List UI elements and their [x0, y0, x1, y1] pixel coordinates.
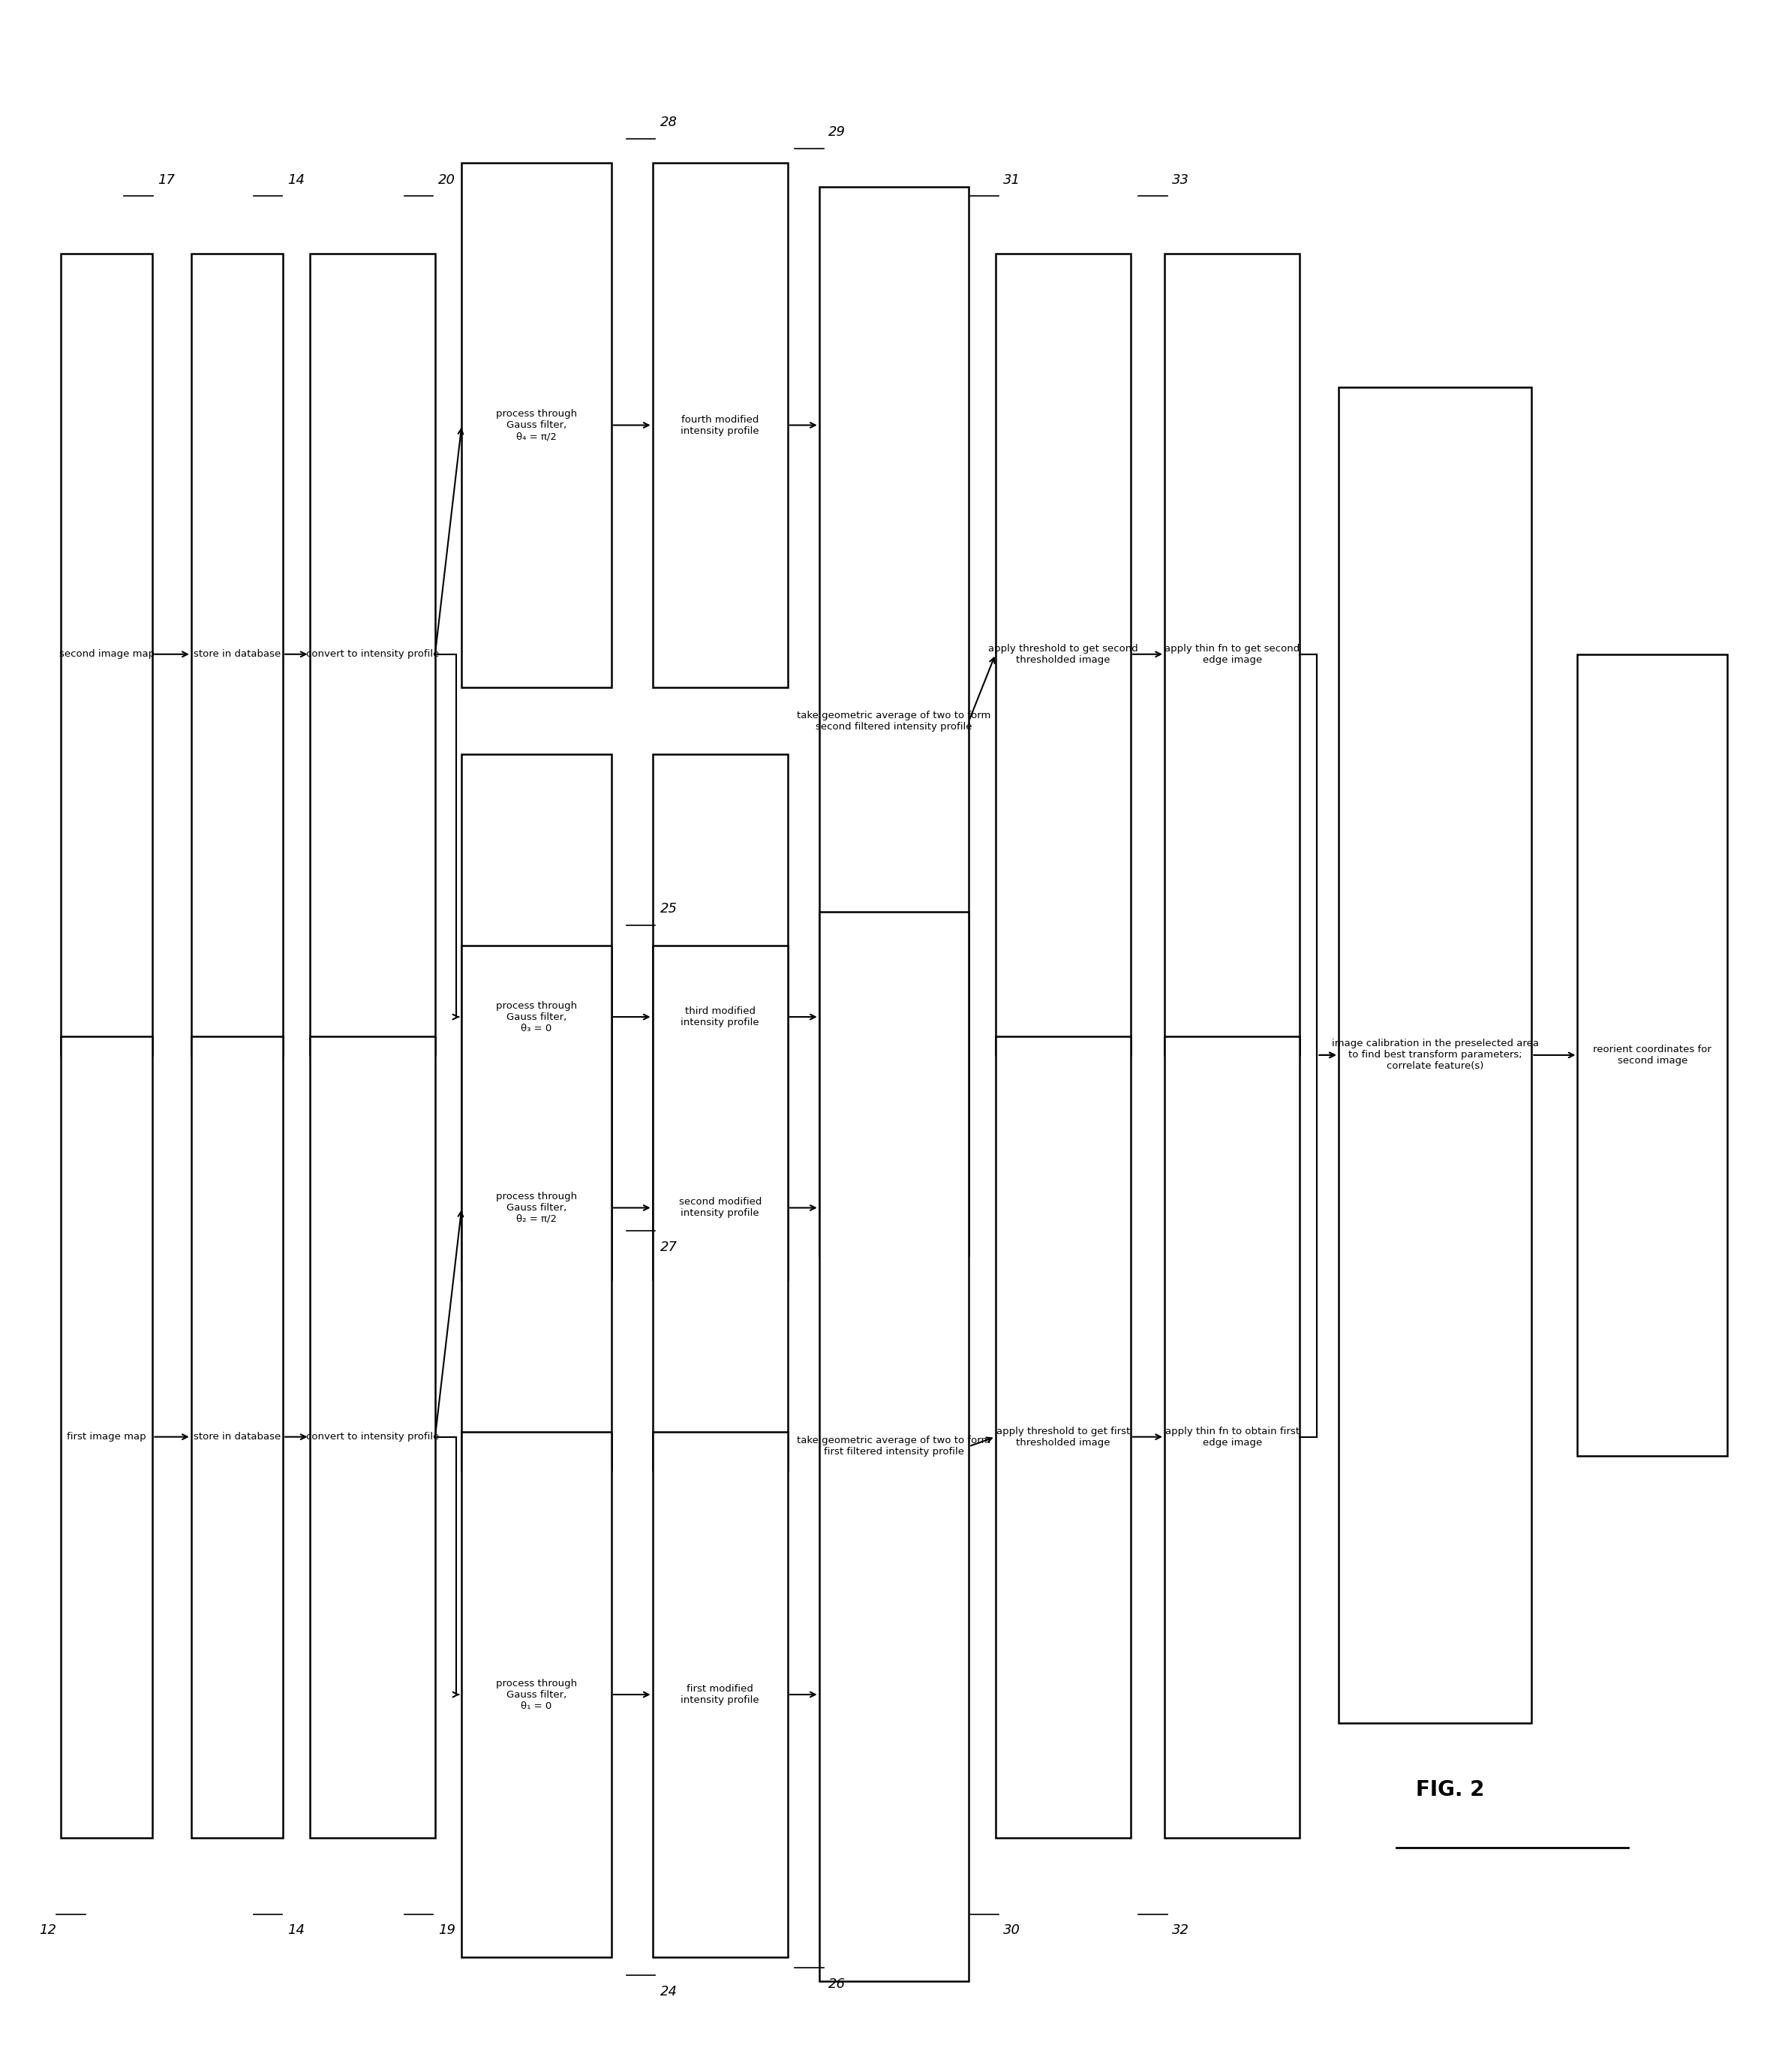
Bar: [1339, 387, 1532, 1724]
Text: process through
Gauss filter,
θ₃ = 0: process through Gauss filter, θ₃ = 0: [495, 1001, 578, 1034]
Text: fourth modified
intensity profile: fourth modified intensity profile: [681, 414, 760, 435]
Text: first image map: first image map: [66, 1432, 147, 1442]
Text: 26: 26: [828, 1977, 846, 1991]
Bar: [61, 1036, 152, 1838]
Text: FIG. 2: FIG. 2: [1416, 1780, 1484, 1801]
Bar: [61, 253, 152, 1055]
Bar: [309, 1036, 434, 1838]
Text: reorient coordinates for
second image: reorient coordinates for second image: [1593, 1044, 1711, 1065]
Bar: [309, 253, 434, 1055]
Text: 14: 14: [288, 174, 304, 186]
Bar: [461, 754, 611, 1278]
Text: convert to intensity profile: convert to intensity profile: [306, 649, 438, 659]
Text: 17: 17: [157, 174, 175, 186]
Bar: [461, 945, 611, 1471]
Text: apply threshold to get first
thresholded image: apply threshold to get first thresholded…: [996, 1426, 1130, 1448]
Text: first modified
intensity profile: first modified intensity profile: [681, 1685, 760, 1705]
Text: 30: 30: [1003, 1923, 1021, 1937]
Text: apply threshold to get second
thresholded image: apply threshold to get second thresholde…: [989, 644, 1137, 665]
Bar: [1164, 1036, 1300, 1838]
Text: image calibration in the preselected area
to find best transform parameters;
cor: image calibration in the preselected are…: [1332, 1038, 1538, 1071]
Text: store in database: store in database: [193, 649, 281, 659]
Text: 24: 24: [660, 1985, 678, 1997]
Bar: [461, 1432, 611, 1958]
Bar: [819, 186, 969, 1256]
Text: process through
Gauss filter,
θ₄ = π/2: process through Gauss filter, θ₄ = π/2: [495, 408, 578, 441]
Bar: [653, 945, 789, 1471]
Text: convert to intensity profile: convert to intensity profile: [306, 1432, 438, 1442]
Text: 32: 32: [1173, 1923, 1189, 1937]
Text: 20: 20: [438, 174, 456, 186]
Bar: [1164, 253, 1300, 1055]
Bar: [819, 912, 969, 1981]
Text: third modified
intensity profile: third modified intensity profile: [681, 1007, 760, 1028]
Bar: [653, 754, 789, 1278]
Bar: [1577, 655, 1727, 1457]
Bar: [996, 1036, 1130, 1838]
Text: 25: 25: [660, 901, 678, 916]
Text: second modified
intensity profile: second modified intensity profile: [679, 1198, 762, 1218]
Text: 19: 19: [438, 1923, 456, 1937]
Bar: [653, 1432, 789, 1958]
Bar: [996, 253, 1130, 1055]
Text: 27: 27: [660, 1241, 678, 1254]
Text: process through
Gauss filter,
θ₂ = π/2: process through Gauss filter, θ₂ = π/2: [495, 1191, 578, 1225]
Text: apply thin fn to get second
edge image: apply thin fn to get second edge image: [1164, 644, 1300, 665]
Text: store in database: store in database: [193, 1432, 281, 1442]
Text: 29: 29: [828, 124, 846, 139]
Bar: [191, 1036, 283, 1838]
Text: 14: 14: [288, 1923, 304, 1937]
Text: take geometric average of two to form
second filtered intensity profile: take geometric average of two to form se…: [797, 711, 991, 731]
Text: apply thin fn to obtain first
edge image: apply thin fn to obtain first edge image: [1166, 1426, 1300, 1448]
Text: 31: 31: [1003, 174, 1021, 186]
Text: 28: 28: [660, 116, 678, 128]
Text: process through
Gauss filter,
θ₁ = 0: process through Gauss filter, θ₁ = 0: [495, 1678, 578, 1711]
Text: 12: 12: [39, 1923, 57, 1937]
Text: take geometric average of two to form
first filtered intensity profile: take geometric average of two to form fi…: [797, 1436, 991, 1457]
Bar: [191, 253, 283, 1055]
Text: second image map: second image map: [59, 649, 154, 659]
Text: 33: 33: [1173, 174, 1189, 186]
Bar: [653, 164, 789, 688]
Bar: [461, 164, 611, 688]
